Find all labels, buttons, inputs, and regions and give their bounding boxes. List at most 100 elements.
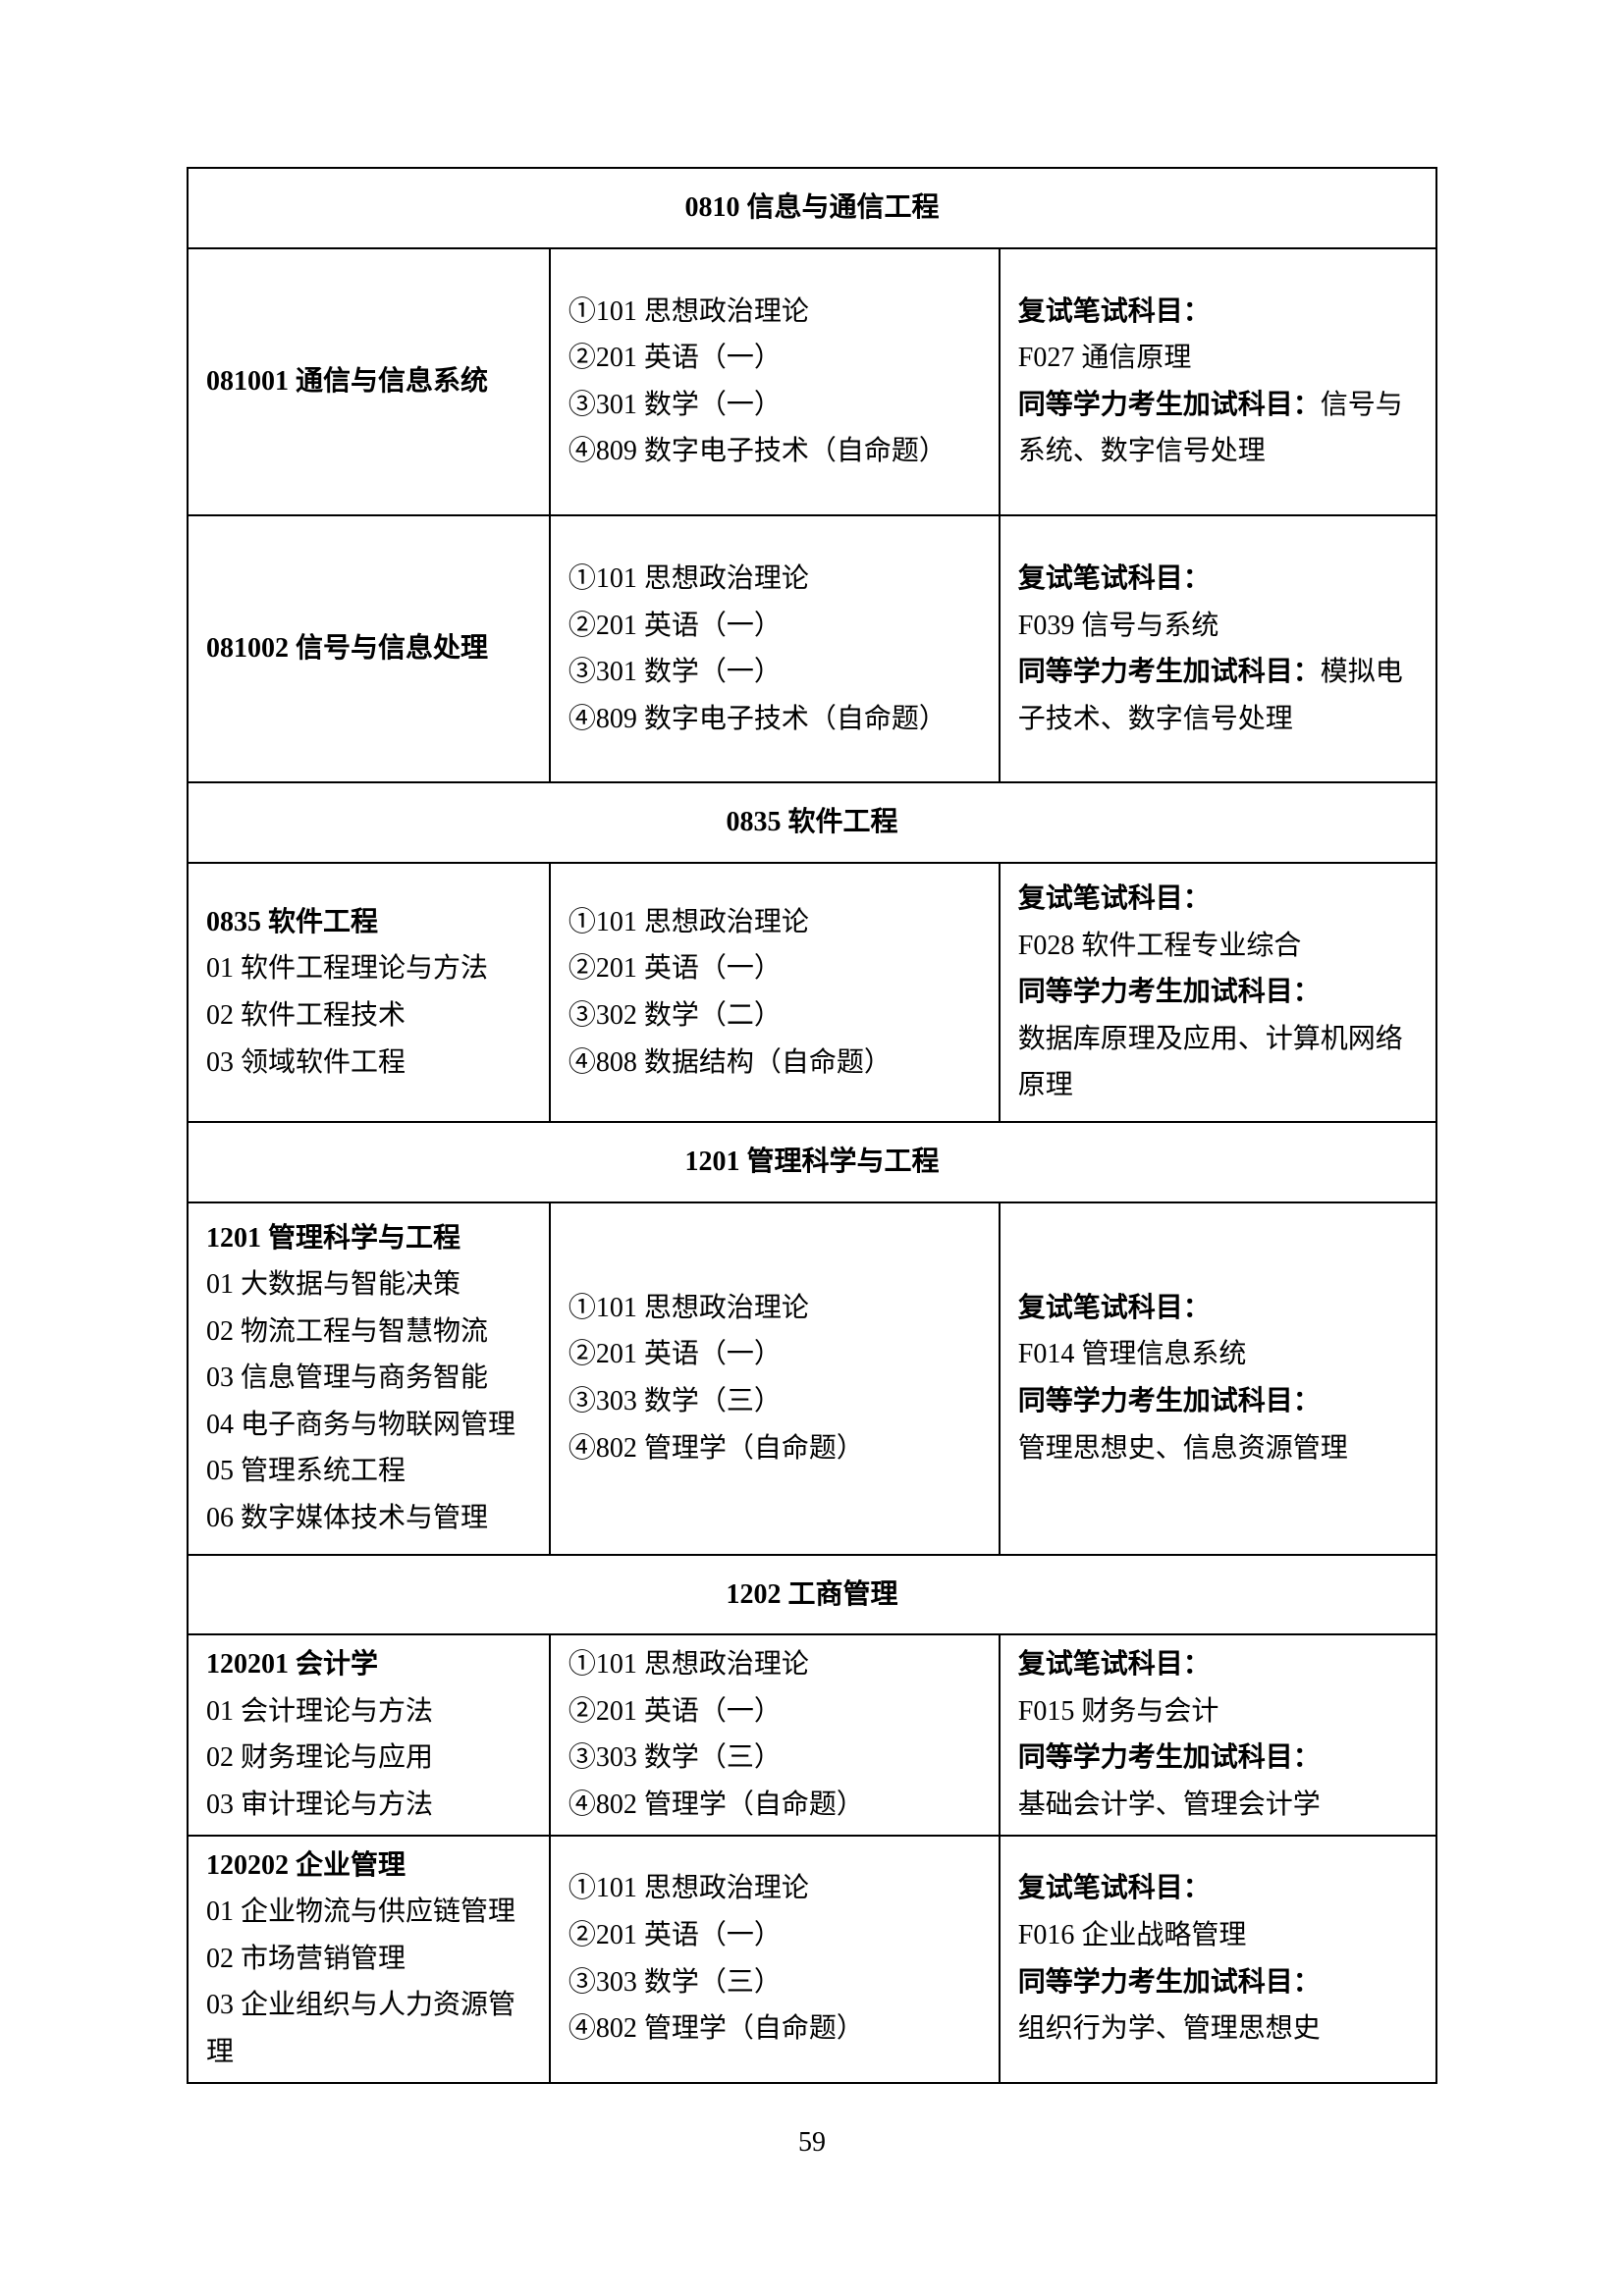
major-code-name: 081001 通信与信息系统 bbox=[206, 358, 531, 405]
retest-label: 复试笔试科目： bbox=[1018, 1641, 1418, 1688]
direction-line: 03 企业组织与人力资源管理 bbox=[206, 1982, 531, 2075]
table-row: 120202 企业管理01 企业物流与供应链管理02 市场营销管理03 企业组织… bbox=[188, 1836, 1436, 2083]
exam-subject-line: ②201 英语（一） bbox=[568, 603, 981, 650]
exam-subject-line: ④809 数字电子技术（自命题） bbox=[568, 696, 981, 743]
retest-subject: F016 企业战略管理 bbox=[1018, 1912, 1418, 1959]
exam-subjects-cell: ①101 思想政治理论②201 英语（一）③303 数学（三）④802 管理学（… bbox=[550, 1836, 1000, 2083]
additional-exam-line: 同等学力考生加试科目：模拟电子技术、数字信号处理 bbox=[1018, 649, 1418, 742]
exam-subjects-cell: ①101 思想政治理论②201 英语（一）③302 数学（二）④808 数据结构… bbox=[550, 863, 1000, 1122]
exam-subject-line: ①101 思想政治理论 bbox=[568, 556, 981, 603]
section-header-row: 1202 工商管理 bbox=[188, 1555, 1436, 1635]
exam-subject-line: ③301 数学（一） bbox=[568, 649, 981, 696]
exam-subject-line: ①101 思想政治理论 bbox=[568, 899, 981, 946]
table-row: 081001 通信与信息系统 ①101 思想政治理论②201 英语（一）③301 … bbox=[188, 248, 1436, 515]
exam-subject-line: ②201 英语（一） bbox=[568, 1688, 981, 1735]
page-number: 59 bbox=[0, 2127, 1624, 2159]
section-header: 1202 工商管理 bbox=[188, 1555, 1436, 1635]
section-header: 1201 管理科学与工程 bbox=[188, 1122, 1436, 1202]
exam-subject-line: ②201 英语（一） bbox=[568, 1912, 981, 1959]
additional-exam-label: 同等学力考生加试科目： bbox=[1018, 1378, 1418, 1425]
additional-exam-content: 基础会计学、管理会计学 bbox=[1018, 1782, 1418, 1829]
table-row: 0835 软件工程01 软件工程理论与方法02 软件工程技术03 领域软件工程①… bbox=[188, 863, 1436, 1122]
section-header-row: 1201 管理科学与工程 bbox=[188, 1122, 1436, 1202]
major-code-name: 0835 软件工程 bbox=[206, 899, 531, 946]
direction-line: 06 数字媒体技术与管理 bbox=[206, 1495, 531, 1542]
additional-exam-content: 数据库原理及应用、计算机网络原理 bbox=[1018, 1016, 1418, 1109]
additional-exam-label: 同等学力考生加试科目： bbox=[1018, 969, 1418, 1016]
additional-exam-content: 管理思想史、信息资源管理 bbox=[1018, 1425, 1418, 1472]
retest-label: 复试笔试科目： bbox=[1018, 876, 1418, 923]
direction-line: 02 财务理论与应用 bbox=[206, 1735, 531, 1782]
table-row: 120201 会计学01 会计理论与方法02 财务理论与应用03 审计理论与方法… bbox=[188, 1634, 1436, 1835]
retest-cell: 复试笔试科目：F028 软件工程专业综合同等学力考生加试科目：数据库原理及应用、… bbox=[1000, 863, 1436, 1122]
major-code-name: 120201 会计学 bbox=[206, 1641, 531, 1688]
direction-line: 01 大数据与智能决策 bbox=[206, 1261, 531, 1308]
retest-label: 复试笔试科目： bbox=[1018, 289, 1418, 336]
direction-line: 03 审计理论与方法 bbox=[206, 1782, 531, 1829]
table-row: 1201 管理科学与工程01 大数据与智能决策02 物流工程与智慧物流03 信息… bbox=[188, 1202, 1436, 1555]
major-code-name: 081002 信号与信息处理 bbox=[206, 625, 531, 672]
additional-exam-line: 同等学力考生加试科目：信号与系统、数字信号处理 bbox=[1018, 382, 1418, 475]
retest-subject: F014 管理信息系统 bbox=[1018, 1331, 1418, 1378]
section-header-row: 0835 软件工程 bbox=[188, 782, 1436, 863]
section-header: 0810 信息与通信工程 bbox=[188, 168, 1436, 248]
retest-label: 复试笔试科目： bbox=[1018, 556, 1418, 603]
exam-subject-line: ④802 管理学（自命题） bbox=[568, 1425, 981, 1472]
major-code-name: 1201 管理科学与工程 bbox=[206, 1215, 531, 1262]
exam-subject-line: ②201 英语（一） bbox=[568, 1331, 981, 1378]
retest-cell: 复试笔试科目：F039 信号与系统同等学力考生加试科目：模拟电子技术、数字信号处… bbox=[1000, 515, 1436, 782]
direction-line: 02 物流工程与智慧物流 bbox=[206, 1308, 531, 1356]
major-cell: 1201 管理科学与工程01 大数据与智能决策02 物流工程与智慧物流03 信息… bbox=[188, 1202, 550, 1555]
exam-subject-line: ③303 数学（三） bbox=[568, 1735, 981, 1782]
additional-exam-label: 同等学力考生加试科目： bbox=[1018, 1735, 1418, 1782]
exam-subjects-cell: ①101 思想政治理论②201 英语（一）③303 数学（三）④802 管理学（… bbox=[550, 1202, 1000, 1555]
direction-line: 02 软件工程技术 bbox=[206, 992, 531, 1040]
direction-line: 04 电子商务与物联网管理 bbox=[206, 1402, 531, 1449]
exam-subject-line: ①101 思想政治理论 bbox=[568, 1641, 981, 1688]
exam-subjects-cell: ①101 思想政治理论②201 英语（一）③303 数学（三）④802 管理学（… bbox=[550, 1634, 1000, 1835]
exam-subject-line: ③303 数学（三） bbox=[568, 1378, 981, 1425]
direction-line: 02 市场营销管理 bbox=[206, 1936, 531, 1983]
exam-subject-line: ④809 数字电子技术（自命题） bbox=[568, 428, 981, 475]
major-cell: 081002 信号与信息处理 bbox=[188, 515, 550, 782]
major-cell: 0835 软件工程01 软件工程理论与方法02 软件工程技术03 领域软件工程 bbox=[188, 863, 550, 1122]
retest-label: 复试笔试科目： bbox=[1018, 1285, 1418, 1332]
retest-subject: F015 财务与会计 bbox=[1018, 1688, 1418, 1735]
direction-line: 01 软件工程理论与方法 bbox=[206, 945, 531, 992]
exam-subject-line: ②201 英语（一） bbox=[568, 945, 981, 992]
exam-subject-line: ①101 思想政治理论 bbox=[568, 1285, 981, 1332]
retest-subject: F027 通信原理 bbox=[1018, 335, 1418, 382]
additional-exam-label: 同等学力考生加试科目： bbox=[1018, 390, 1321, 420]
exam-subject-line: ④802 管理学（自命题） bbox=[568, 1782, 981, 1829]
exam-subject-line: ③302 数学（二） bbox=[568, 992, 981, 1040]
additional-exam-content: 组织行为学、管理思想史 bbox=[1018, 2005, 1418, 2053]
direction-line: 01 企业物流与供应链管理 bbox=[206, 1889, 531, 1936]
direction-line: 01 会计理论与方法 bbox=[206, 1688, 531, 1735]
catalog-table: 0810 信息与通信工程081001 通信与信息系统①101 思想政治理论②20… bbox=[187, 167, 1437, 2084]
retest-label: 复试笔试科目： bbox=[1018, 1865, 1418, 1912]
exam-subject-line: ③301 数学（一） bbox=[568, 382, 981, 429]
exam-subjects-cell: ①101 思想政治理论②201 英语（一）③301 数学（一）④809 数字电子… bbox=[550, 248, 1000, 515]
exam-subjects-cell: ①101 思想政治理论②201 英语（一）③301 数学（一）④809 数字电子… bbox=[550, 515, 1000, 782]
exam-subject-line: ③303 数学（三） bbox=[568, 1959, 981, 2006]
section-header-row: 0810 信息与通信工程 bbox=[188, 168, 1436, 248]
exam-subject-line: ①101 思想政治理论 bbox=[568, 1865, 981, 1912]
retest-subject: F039 信号与系统 bbox=[1018, 603, 1418, 650]
retest-cell: 复试笔试科目：F027 通信原理同等学力考生加试科目：信号与系统、数字信号处理 bbox=[1000, 248, 1436, 515]
exam-subject-line: ②201 英语（一） bbox=[568, 335, 981, 382]
major-cell: 120202 企业管理01 企业物流与供应链管理02 市场营销管理03 企业组织… bbox=[188, 1836, 550, 2083]
additional-exam-label: 同等学力考生加试科目： bbox=[1018, 1959, 1418, 2006]
direction-line: 05 管理系统工程 bbox=[206, 1448, 531, 1495]
major-cell: 081001 通信与信息系统 bbox=[188, 248, 550, 515]
retest-cell: 复试笔试科目：F014 管理信息系统同等学力考生加试科目：管理思想史、信息资源管… bbox=[1000, 1202, 1436, 1555]
exam-subject-line: ④808 数据结构（自命题） bbox=[568, 1040, 981, 1087]
major-code-name: 120202 企业管理 bbox=[206, 1842, 531, 1890]
section-header: 0835 软件工程 bbox=[188, 782, 1436, 863]
retest-cell: 复试笔试科目：F015 财务与会计同等学力考生加试科目：基础会计学、管理会计学 bbox=[1000, 1634, 1436, 1835]
major-cell: 120201 会计学01 会计理论与方法02 财务理论与应用03 审计理论与方法 bbox=[188, 1634, 550, 1835]
exam-subject-line: ①101 思想政治理论 bbox=[568, 289, 981, 336]
exam-subject-line: ④802 管理学（自命题） bbox=[568, 2005, 981, 2053]
additional-exam-label: 同等学力考生加试科目： bbox=[1018, 657, 1321, 687]
direction-line: 03 信息管理与商务智能 bbox=[206, 1355, 531, 1402]
retest-subject: F028 软件工程专业综合 bbox=[1018, 923, 1418, 970]
